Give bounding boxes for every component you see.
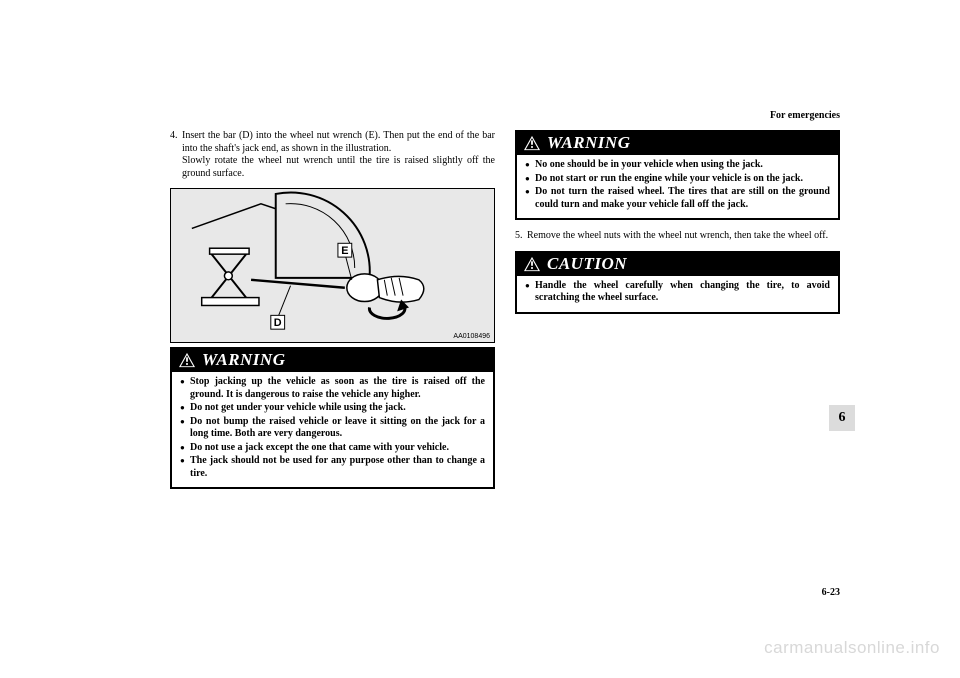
warning-item: Do not start or run the engine while you…	[525, 173, 830, 186]
step-number: 4.	[170, 130, 182, 143]
step-5: 5.Remove the wheel nuts with the wheel n…	[515, 230, 840, 243]
warning-item: Do not bump the raised vehicle or leave …	[180, 416, 485, 441]
chapter-tab: 6	[829, 405, 855, 431]
jack-illustration: E D AA0108496	[170, 188, 495, 343]
warning-triangle-icon	[178, 352, 196, 368]
page-content: For emergencies 4.Insert the bar (D) int…	[170, 110, 840, 590]
left-column: 4.Insert the bar (D) into the wheel nut …	[170, 130, 495, 497]
illustration-code: AA0108496	[453, 333, 490, 340]
step-number: 5.	[515, 230, 527, 243]
right-column: WARNING No one should be in your vehicle…	[515, 130, 840, 497]
warning-header: WARNING	[517, 132, 838, 155]
two-column-layout: 4.Insert the bar (D) into the wheel nut …	[170, 130, 840, 497]
warning-item: Do not turn the raised wheel. The tires …	[525, 186, 830, 211]
warning-body-right: No one should be in your vehicle when us…	[517, 155, 838, 218]
svg-text:E: E	[341, 245, 348, 257]
warning-title: WARNING	[547, 133, 630, 153]
warning-item: Do not get under your vehicle while usin…	[180, 402, 485, 415]
caution-header: CAUTION	[517, 253, 838, 276]
warning-header: WARNING	[172, 349, 493, 372]
warning-box-left: WARNING Stop jacking up the vehicle as s…	[170, 347, 495, 489]
warning-title: WARNING	[202, 350, 285, 370]
caution-box: CAUTION Handle the wheel carefully when …	[515, 251, 840, 314]
warning-item: No one should be in your vehicle when us…	[525, 159, 830, 172]
step-text-1: Insert the bar (D) into the wheel nut wr…	[182, 130, 495, 154]
section-header: For emergencies	[770, 110, 840, 121]
watermark: carmanualsonline.info	[764, 638, 940, 658]
svg-text:D: D	[274, 317, 282, 329]
warning-body-left: Stop jacking up the vehicle as soon as t…	[172, 372, 493, 487]
step-text-2: Slowly rotate the wheel nut wrench until…	[182, 155, 495, 179]
caution-body: Handle the wheel carefully when changing…	[517, 276, 838, 312]
step-text: Remove the wheel nuts with the wheel nut…	[527, 230, 828, 241]
caution-triangle-icon	[523, 256, 541, 272]
warning-item: Do not use a jack except the one that ca…	[180, 442, 485, 455]
warning-item: The jack should not be used for any purp…	[180, 455, 485, 480]
warning-triangle-icon	[523, 135, 541, 151]
caution-title: CAUTION	[547, 254, 627, 274]
jack-svg: E D	[171, 189, 494, 342]
step-4: 4.Insert the bar (D) into the wheel nut …	[170, 130, 495, 180]
caution-item: Handle the wheel carefully when changing…	[525, 280, 830, 305]
page-number: 6-23	[822, 587, 840, 598]
warning-item: Stop jacking up the vehicle as soon as t…	[180, 376, 485, 401]
warning-box-right: WARNING No one should be in your vehicle…	[515, 130, 840, 220]
